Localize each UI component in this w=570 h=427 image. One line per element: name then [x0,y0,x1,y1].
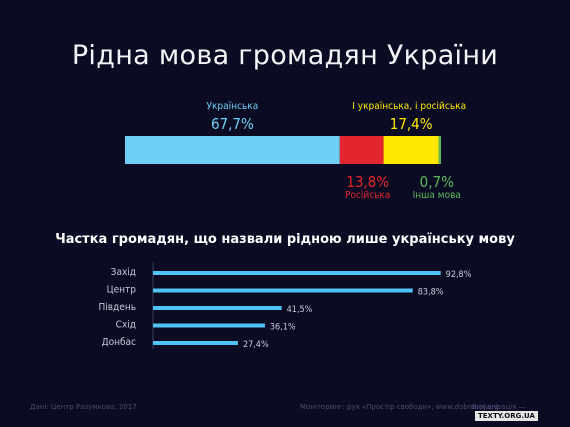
category-label-1: Центр [107,285,137,296]
stack-segment-3 [438,136,441,164]
value-label-2: 41,5% [287,305,313,315]
footer-viz-label: Візуалізація — [472,403,526,411]
category-label-3: Схід [116,319,136,331]
value-label-1: 83,8% [418,288,444,298]
regional-bar-4 [153,341,238,345]
footer-visualization: Візуалізація —TEXTY.ORG.UA [472,403,570,421]
footer-monitoring: Моніторинг: рух «Простір свободи», www.d… [300,403,499,411]
stack-segment-1 [339,136,384,164]
regional-bar-2 [153,306,282,310]
label-ukrainian-name: Українська [207,101,259,112]
regional-bar-1 [153,288,413,293]
stack-segment-2 [383,136,439,164]
label-other-name: Інша мова [413,190,461,201]
regional-bar-3 [153,323,265,328]
label-ukrainian-value: 67,7% [211,115,254,133]
brand-badge: TEXTY.ORG.UA [475,411,538,421]
footer-source: Дані: Центр Разумкова, 2017 [30,403,137,411]
label-other-value: 0,7% [420,173,454,191]
label-russian-value: 13,8% [346,173,389,191]
stack-segment-0 [125,136,340,164]
regional-bar-0 [153,271,441,275]
category-label-0: Захід [111,266,136,278]
category-label-4: Донбас [102,336,136,348]
label-both-name: І українська, і російська [352,100,466,112]
label-russian-name: Російська [345,189,390,201]
value-label-3: 36,1% [270,323,296,333]
category-label-2: Південь [98,301,136,313]
label-both-value: 17,4% [390,115,433,133]
value-label-4: 27,4% [243,340,269,350]
value-label-0: 92,8% [446,270,472,280]
page-title: Рідна мова громадян України [71,40,499,71]
regional-chart-title: Частка громадян, що назвали рідною лише … [55,232,515,247]
